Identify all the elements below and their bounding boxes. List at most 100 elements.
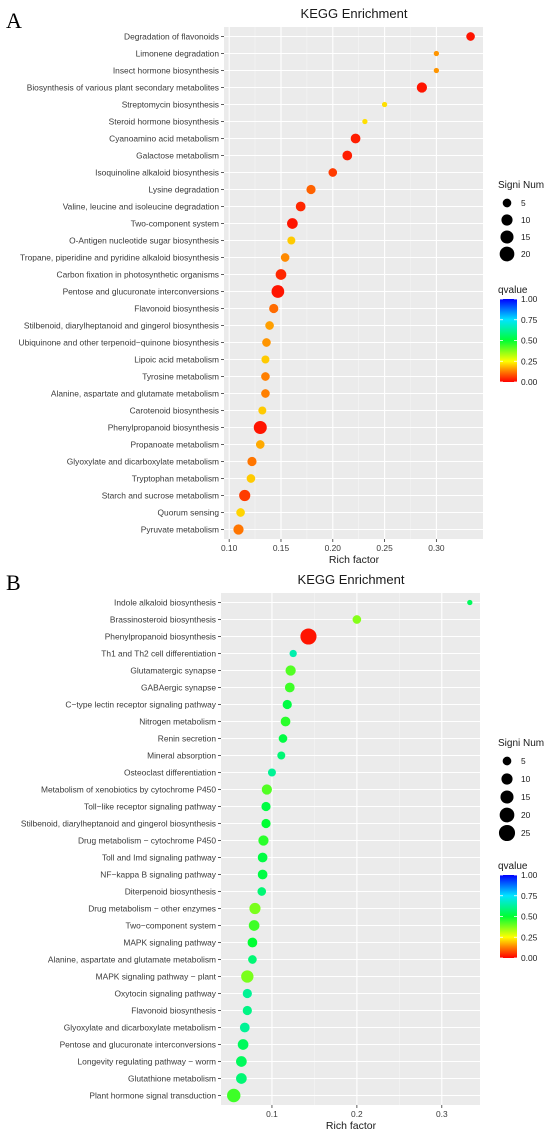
panel-b-plot-background bbox=[221, 593, 480, 1105]
data-point bbox=[277, 751, 286, 760]
data-point bbox=[285, 665, 296, 676]
data-point bbox=[416, 82, 427, 93]
category-label: Diterpenoid biosynthesis bbox=[125, 887, 216, 897]
category-label: Glutathione metabolism bbox=[128, 1074, 216, 1084]
size-legend-dot bbox=[499, 246, 515, 262]
x-tick-label: 0.15 bbox=[273, 543, 290, 553]
size-legend-dot bbox=[498, 824, 516, 842]
category-label: C−type lectin receptor signaling pathway bbox=[65, 700, 216, 710]
colorbar-label: 0.50 bbox=[521, 336, 538, 346]
panel-a-x-ticks: 0.10 0.15 0.20 0.25 0.30 bbox=[221, 36, 445, 553]
category-label: Pentose and glucuronate interconversions bbox=[60, 1040, 216, 1050]
data-point bbox=[350, 133, 361, 144]
category-label: Drug metabolism − other enzymes bbox=[88, 904, 216, 914]
data-point bbox=[306, 184, 316, 195]
colorbar-label: 1.00 bbox=[521, 870, 538, 880]
category-label: Flavonoid biosynthesis bbox=[131, 1006, 216, 1016]
size-legend-dot bbox=[500, 790, 514, 804]
category-label: Indole alkaloid biosynthesis bbox=[114, 598, 216, 608]
panel-b-category-labels: Indole alkaloid biosynthesis Brassinoster… bbox=[21, 598, 217, 1101]
category-label: Flavonoid biosynthesis bbox=[134, 304, 219, 314]
category-label: Insect hormone biosynthesis bbox=[113, 66, 219, 76]
category-label: Drug metabolism − cytochrome P450 bbox=[78, 836, 216, 846]
data-point bbox=[239, 1022, 250, 1033]
data-point bbox=[342, 150, 353, 161]
category-label: Pentose and glucuronate interconversions bbox=[63, 287, 219, 297]
data-point bbox=[271, 285, 285, 298]
colorbar-label: 0.75 bbox=[521, 891, 538, 901]
panel-a-size-legend: 5 10 15 20 bbox=[499, 198, 531, 262]
data-point bbox=[362, 118, 368, 125]
category-label: Nitrogen metabolism bbox=[139, 717, 216, 727]
data-point bbox=[289, 649, 297, 658]
data-point bbox=[258, 406, 267, 415]
x-tick-label: 0.30 bbox=[428, 543, 445, 553]
category-label: Osteoclast differentiation bbox=[124, 768, 216, 778]
category-label: Toll and Imd signaling pathway bbox=[102, 853, 217, 863]
panel-a-title: KEGG Enrichment bbox=[301, 6, 408, 21]
data-point bbox=[248, 955, 257, 964]
data-point bbox=[249, 902, 261, 915]
category-label: Alanine, aspartate and glutamate metabol… bbox=[51, 389, 219, 399]
data-point bbox=[261, 801, 271, 812]
x-tick-label: 0.2 bbox=[351, 1109, 363, 1119]
data-point bbox=[239, 489, 251, 502]
panel-a-legend: Signi Num 5 10 15 20 qvalue 1.00 0.75 0.50 0.2… bbox=[498, 180, 544, 387]
colorbar-label: 0.25 bbox=[521, 932, 538, 942]
category-label: Tryptophan metabolism bbox=[132, 474, 219, 484]
size-legend-dot bbox=[502, 198, 512, 208]
panel-b-size-legend: 5 10 15 20 25 bbox=[498, 756, 531, 842]
size-legend-dot bbox=[502, 756, 512, 766]
data-point bbox=[467, 599, 473, 606]
category-label: NF−kappa B signaling pathway bbox=[100, 870, 217, 880]
category-label: MAPK signaling pathway bbox=[123, 938, 216, 948]
panel-b-colorbar bbox=[500, 875, 517, 958]
data-point bbox=[280, 716, 291, 727]
category-label: Phenylpropanoid biosynthesis bbox=[108, 423, 219, 433]
data-point bbox=[242, 988, 252, 999]
data-point bbox=[253, 420, 267, 435]
data-point bbox=[261, 818, 271, 829]
x-tick-label: 0.20 bbox=[325, 543, 342, 553]
data-point bbox=[247, 456, 257, 467]
panel-b-points bbox=[227, 599, 473, 1103]
category-label: Renin secretion bbox=[158, 734, 217, 744]
category-label: Degradation of flavonoids bbox=[124, 32, 219, 42]
size-legend-dot bbox=[499, 807, 515, 823]
colorbar-label: 0.00 bbox=[521, 377, 538, 387]
panel-a-colorbar bbox=[500, 299, 517, 382]
category-label: Stilbenoid, diarylheptanoid and gingerol… bbox=[21, 819, 216, 829]
data-point bbox=[241, 970, 254, 983]
panel-b-letter: B bbox=[6, 570, 21, 595]
category-label: Oxytocin signaling pathway bbox=[115, 989, 217, 999]
category-label: Longevity regulating pathway − worm bbox=[78, 1057, 217, 1067]
colorbar-label: 0.75 bbox=[521, 315, 538, 325]
panel-a: A KEGG Enrichment Degradation of flavono… bbox=[6, 6, 544, 566]
category-label: Phenylpropanoid biosynthesis bbox=[105, 632, 216, 642]
category-label: Lysine degradation bbox=[149, 185, 220, 195]
category-label: Stilbenoid, diarylheptanoid and gingerol… bbox=[24, 321, 219, 331]
size-legend-dot bbox=[501, 773, 513, 785]
data-point bbox=[433, 67, 440, 74]
colorbar-label: 0.00 bbox=[521, 953, 538, 963]
category-label: Propanoate metabolism bbox=[131, 440, 219, 450]
data-point bbox=[265, 321, 274, 330]
panel-a-plot-background bbox=[224, 27, 483, 539]
panel-a-x-axis-title: Rich factor bbox=[329, 554, 380, 566]
category-label: Steroid hormone biosynthesis bbox=[109, 117, 219, 127]
size-legend-dot bbox=[500, 230, 514, 244]
category-label: Lipoic acid metabolism bbox=[134, 355, 219, 365]
colorbar-label: 0.50 bbox=[521, 912, 538, 922]
category-label: Isoquinoline alkaloid biosynthesis bbox=[95, 168, 219, 178]
colorbar-label: 1.00 bbox=[521, 294, 538, 304]
data-point bbox=[295, 201, 306, 212]
category-label: Tropane, piperidine and pyridine alkaloi… bbox=[20, 253, 219, 263]
category-label: Valine, leucine and isoleucine degradati… bbox=[63, 202, 220, 212]
data-point bbox=[269, 303, 279, 314]
data-point bbox=[433, 50, 440, 57]
data-point bbox=[258, 835, 269, 846]
size-legend-dot bbox=[501, 214, 513, 226]
category-label: Two-component system bbox=[131, 219, 219, 229]
category-label: Metabolism of xenobiotics by cytochrome … bbox=[41, 785, 216, 795]
